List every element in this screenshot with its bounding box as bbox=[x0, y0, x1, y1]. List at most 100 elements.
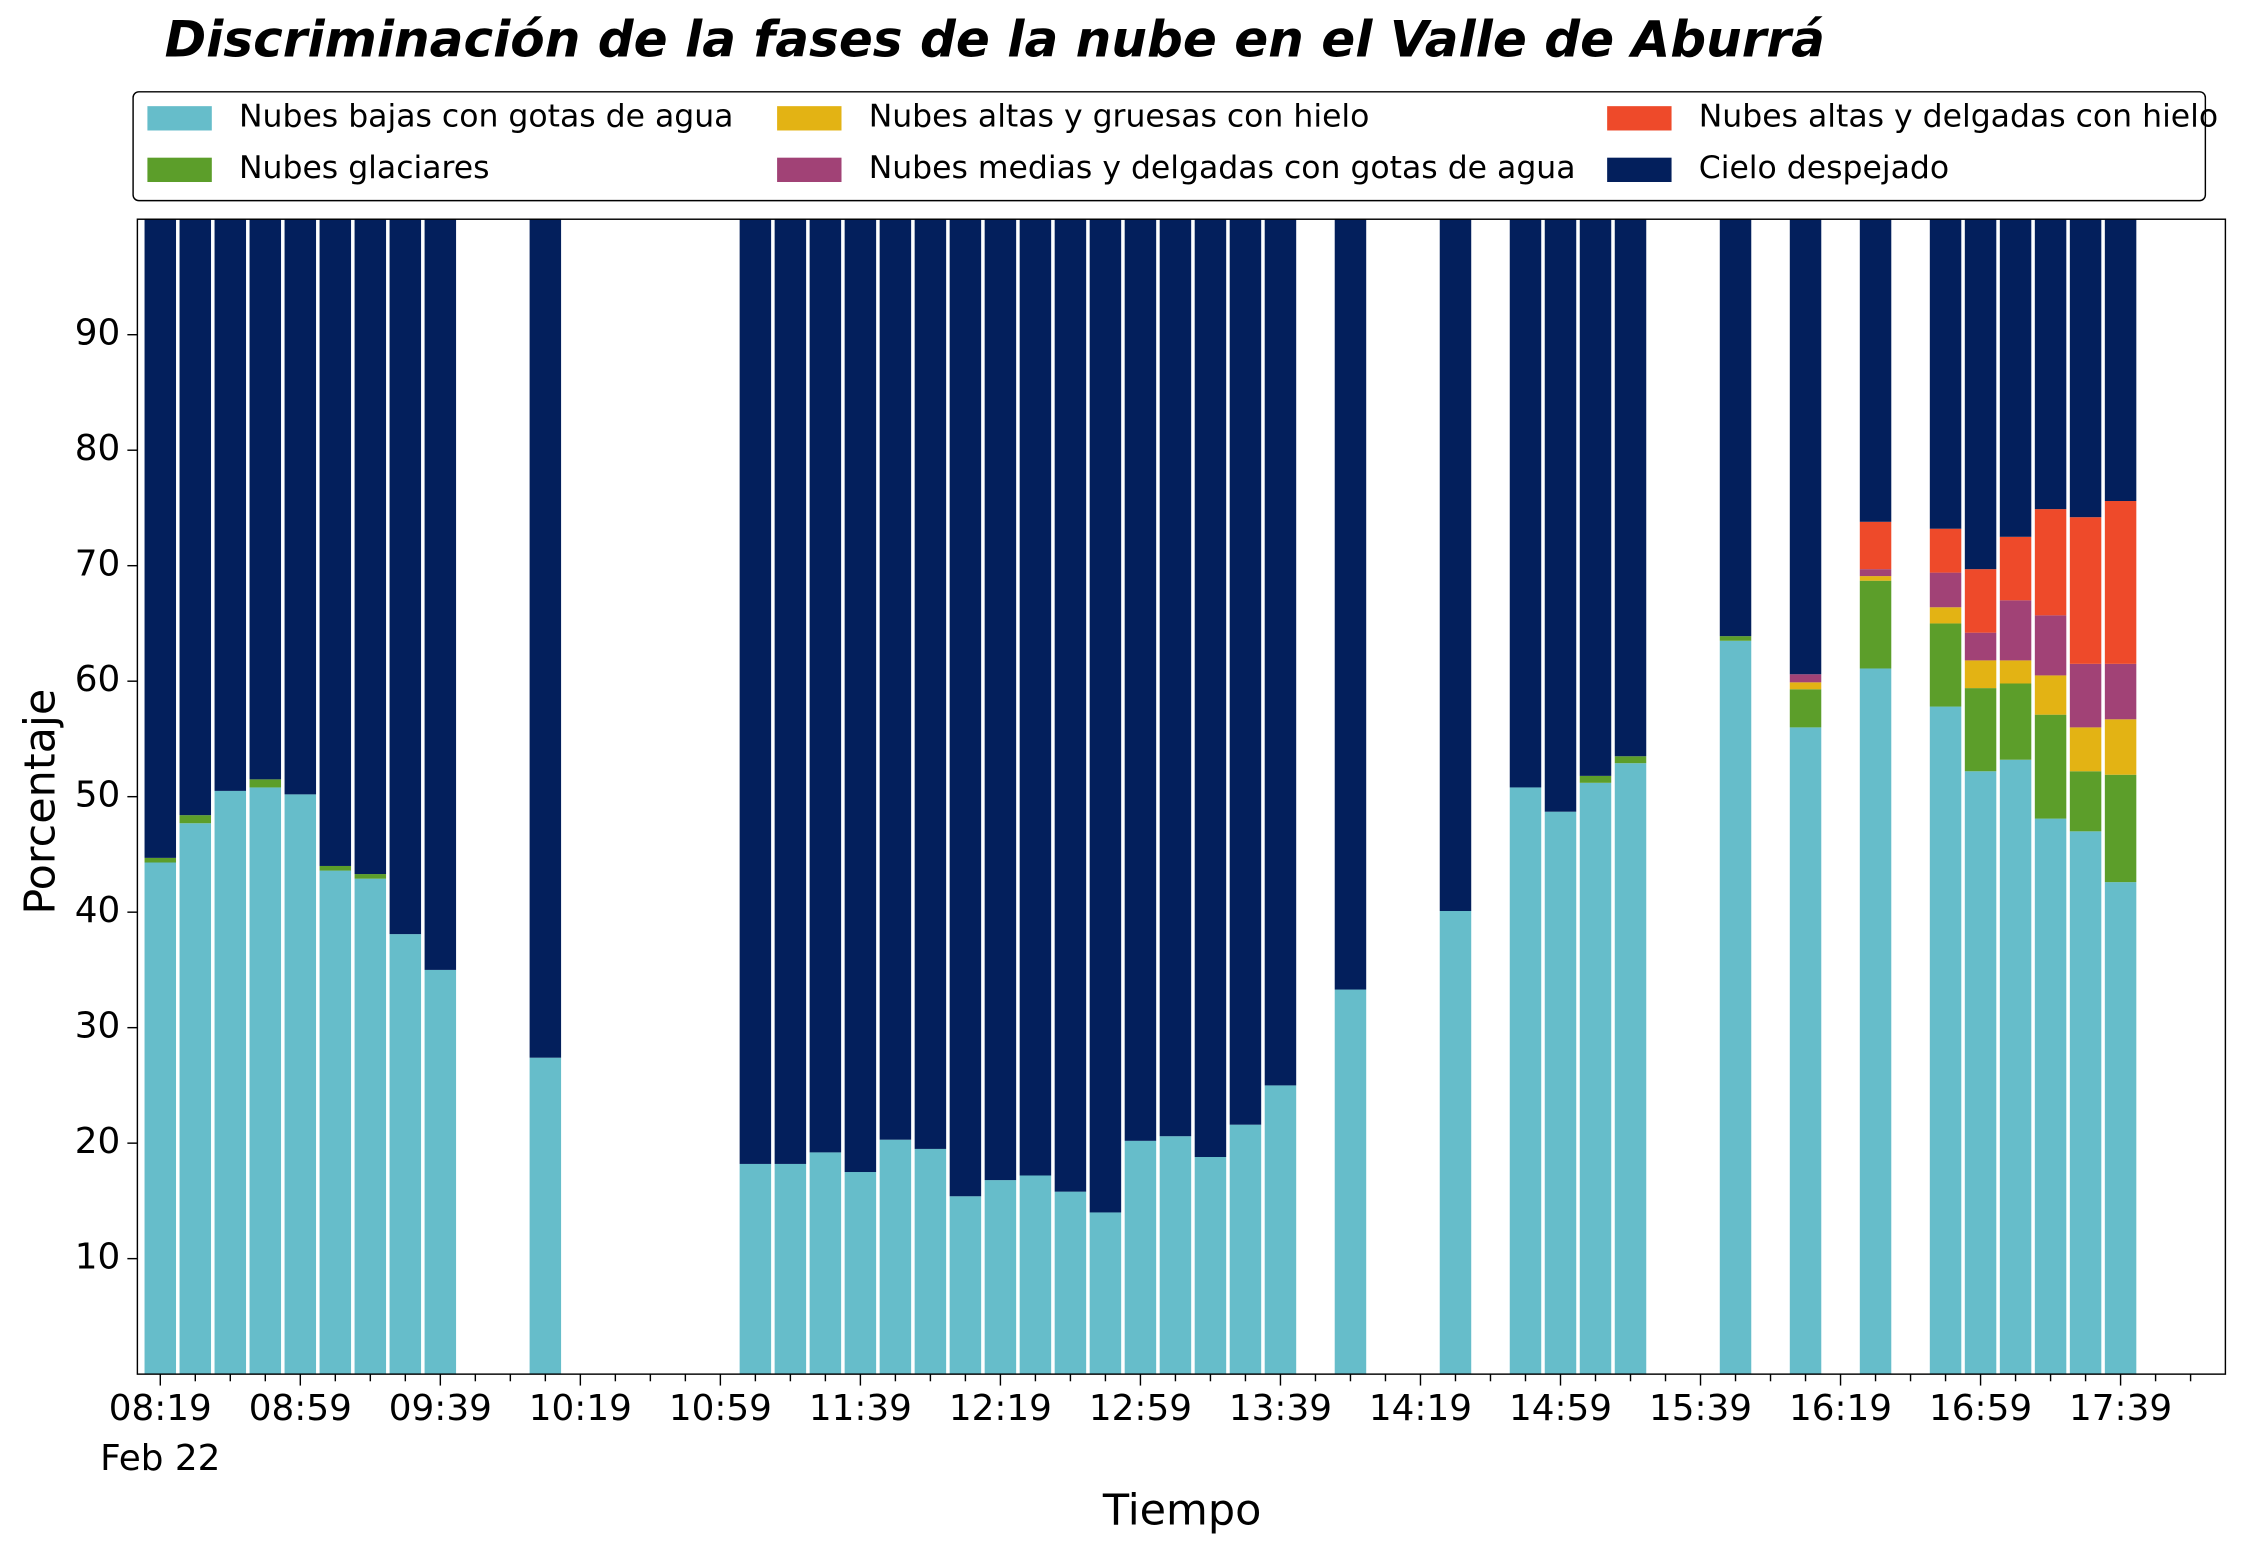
bar-segment bbox=[1964, 219, 1997, 570]
legend-swatch bbox=[147, 157, 212, 183]
bar-segment bbox=[1229, 1124, 1262, 1375]
bar-segment bbox=[2034, 219, 2067, 510]
bar-segment bbox=[1054, 1191, 1087, 1375]
bar-segment bbox=[2104, 719, 2137, 775]
bar-segment bbox=[1614, 756, 1647, 764]
bar-segment bbox=[1859, 521, 1892, 570]
x-tick-label: 09:39 bbox=[389, 1388, 492, 1429]
bar-segment bbox=[2104, 219, 2137, 502]
x-tick-label: 12:19 bbox=[949, 1388, 1052, 1429]
x-tick-label: 13:39 bbox=[1229, 1388, 1332, 1429]
bar-segment bbox=[1719, 636, 1752, 641]
bar-segment bbox=[1964, 569, 1997, 633]
bar-segment bbox=[1614, 763, 1647, 1375]
bar-segment bbox=[2069, 771, 2102, 832]
bar-segment bbox=[214, 219, 247, 791]
x-tick-label: 10:59 bbox=[669, 1388, 772, 1429]
bar-segment bbox=[2034, 509, 2067, 616]
bar-segment bbox=[914, 1148, 947, 1375]
bar-segment bbox=[1019, 219, 1052, 1176]
bar-segment bbox=[1999, 660, 2032, 684]
y-tick-label: 20 bbox=[75, 1121, 121, 1162]
bar-segment bbox=[1264, 1085, 1297, 1375]
x-tick-label: 11:39 bbox=[809, 1388, 912, 1429]
y-tick-label: 30 bbox=[75, 1006, 121, 1047]
x-tick-label: 08:59 bbox=[249, 1388, 352, 1429]
bar-segment bbox=[1929, 572, 1962, 608]
x-tick-label: 08:19 bbox=[109, 1388, 212, 1429]
y-tick-label: 50 bbox=[75, 775, 121, 816]
y-tick-label: 60 bbox=[75, 659, 121, 700]
bar-segment bbox=[1789, 674, 1822, 683]
bar-segment bbox=[984, 1180, 1017, 1375]
legend-swatch bbox=[1607, 106, 1672, 131]
bar-segment bbox=[1509, 787, 1542, 1375]
bar-segment bbox=[144, 857, 177, 863]
bar-segment bbox=[284, 219, 317, 795]
bar-segment bbox=[1964, 632, 1997, 661]
x-tick-label: 10:19 bbox=[529, 1388, 632, 1429]
bar-segment bbox=[984, 219, 1017, 1181]
bar-segment bbox=[389, 219, 422, 935]
bar-segment bbox=[1124, 1140, 1157, 1375]
bar-segment bbox=[1719, 219, 1752, 637]
x-tick-label: 14:59 bbox=[1509, 1388, 1612, 1429]
y-tick-label: 80 bbox=[75, 428, 121, 469]
bar-segment bbox=[1929, 528, 1962, 573]
bar-segment bbox=[179, 219, 212, 816]
bar-segment bbox=[424, 969, 457, 1375]
bar-segment bbox=[1719, 640, 1752, 1375]
bar-segment bbox=[389, 934, 422, 1375]
y-tick-label: 10 bbox=[75, 1237, 121, 1278]
bar-segment bbox=[1999, 759, 2032, 1375]
bar-segment bbox=[1439, 911, 1472, 1375]
y-tick-label: 90 bbox=[75, 313, 121, 354]
x-tick-label: 12:59 bbox=[1089, 1388, 1192, 1429]
bar-segment bbox=[1439, 219, 1472, 912]
bar-segment bbox=[1579, 219, 1612, 776]
bar-segment bbox=[1054, 219, 1087, 1192]
bar-segment bbox=[284, 794, 317, 1375]
legend-swatch bbox=[147, 106, 212, 131]
bar-segment bbox=[1859, 576, 1892, 581]
bar-segment bbox=[949, 219, 982, 1197]
y-tick-label: 40 bbox=[75, 890, 121, 931]
legend-swatch bbox=[777, 157, 842, 183]
bar-segment bbox=[2104, 774, 2137, 883]
bar-segment bbox=[1999, 683, 2032, 760]
bar-segment bbox=[1999, 536, 2032, 601]
bar-segment bbox=[1019, 1175, 1052, 1375]
bar-segment bbox=[1789, 727, 1822, 1375]
bar-segment bbox=[1264, 219, 1297, 1086]
bar-segment bbox=[1929, 607, 1962, 624]
bar-segment bbox=[319, 865, 352, 871]
bar-segment bbox=[914, 219, 947, 1149]
bar-segment bbox=[809, 1152, 842, 1375]
legend-label: Cielo despejado bbox=[1699, 150, 1949, 186]
bar-segment bbox=[144, 219, 177, 858]
bar-segment bbox=[1859, 668, 1892, 1375]
plot-frame bbox=[136, 218, 2227, 1375]
bar-segment bbox=[2069, 517, 2102, 664]
bar-segment bbox=[2069, 219, 2102, 518]
bar-segment bbox=[179, 823, 212, 1375]
bar-segment bbox=[1159, 219, 1192, 1137]
bar-segment bbox=[1194, 1157, 1227, 1375]
bar-segment bbox=[1509, 219, 1542, 788]
legend-label: Nubes bajas con gotas de agua bbox=[239, 99, 733, 135]
bar-segment bbox=[1544, 219, 1577, 812]
bar-segment bbox=[2034, 615, 2067, 676]
bar-segment bbox=[249, 779, 282, 788]
bar-segment bbox=[844, 1172, 877, 1375]
bar-segment bbox=[214, 790, 247, 1375]
legend-label: Nubes glaciares bbox=[239, 150, 490, 186]
bar-segment bbox=[1544, 811, 1577, 1375]
bar-segment bbox=[319, 219, 352, 866]
bar-segment bbox=[739, 219, 772, 1164]
y-tick-label: 70 bbox=[75, 544, 121, 585]
bar-segment bbox=[144, 862, 177, 1375]
x-axis-label: Tiempo bbox=[1102, 1485, 1262, 1535]
bar-segment bbox=[319, 870, 352, 1375]
bar-segment bbox=[2034, 675, 2067, 715]
